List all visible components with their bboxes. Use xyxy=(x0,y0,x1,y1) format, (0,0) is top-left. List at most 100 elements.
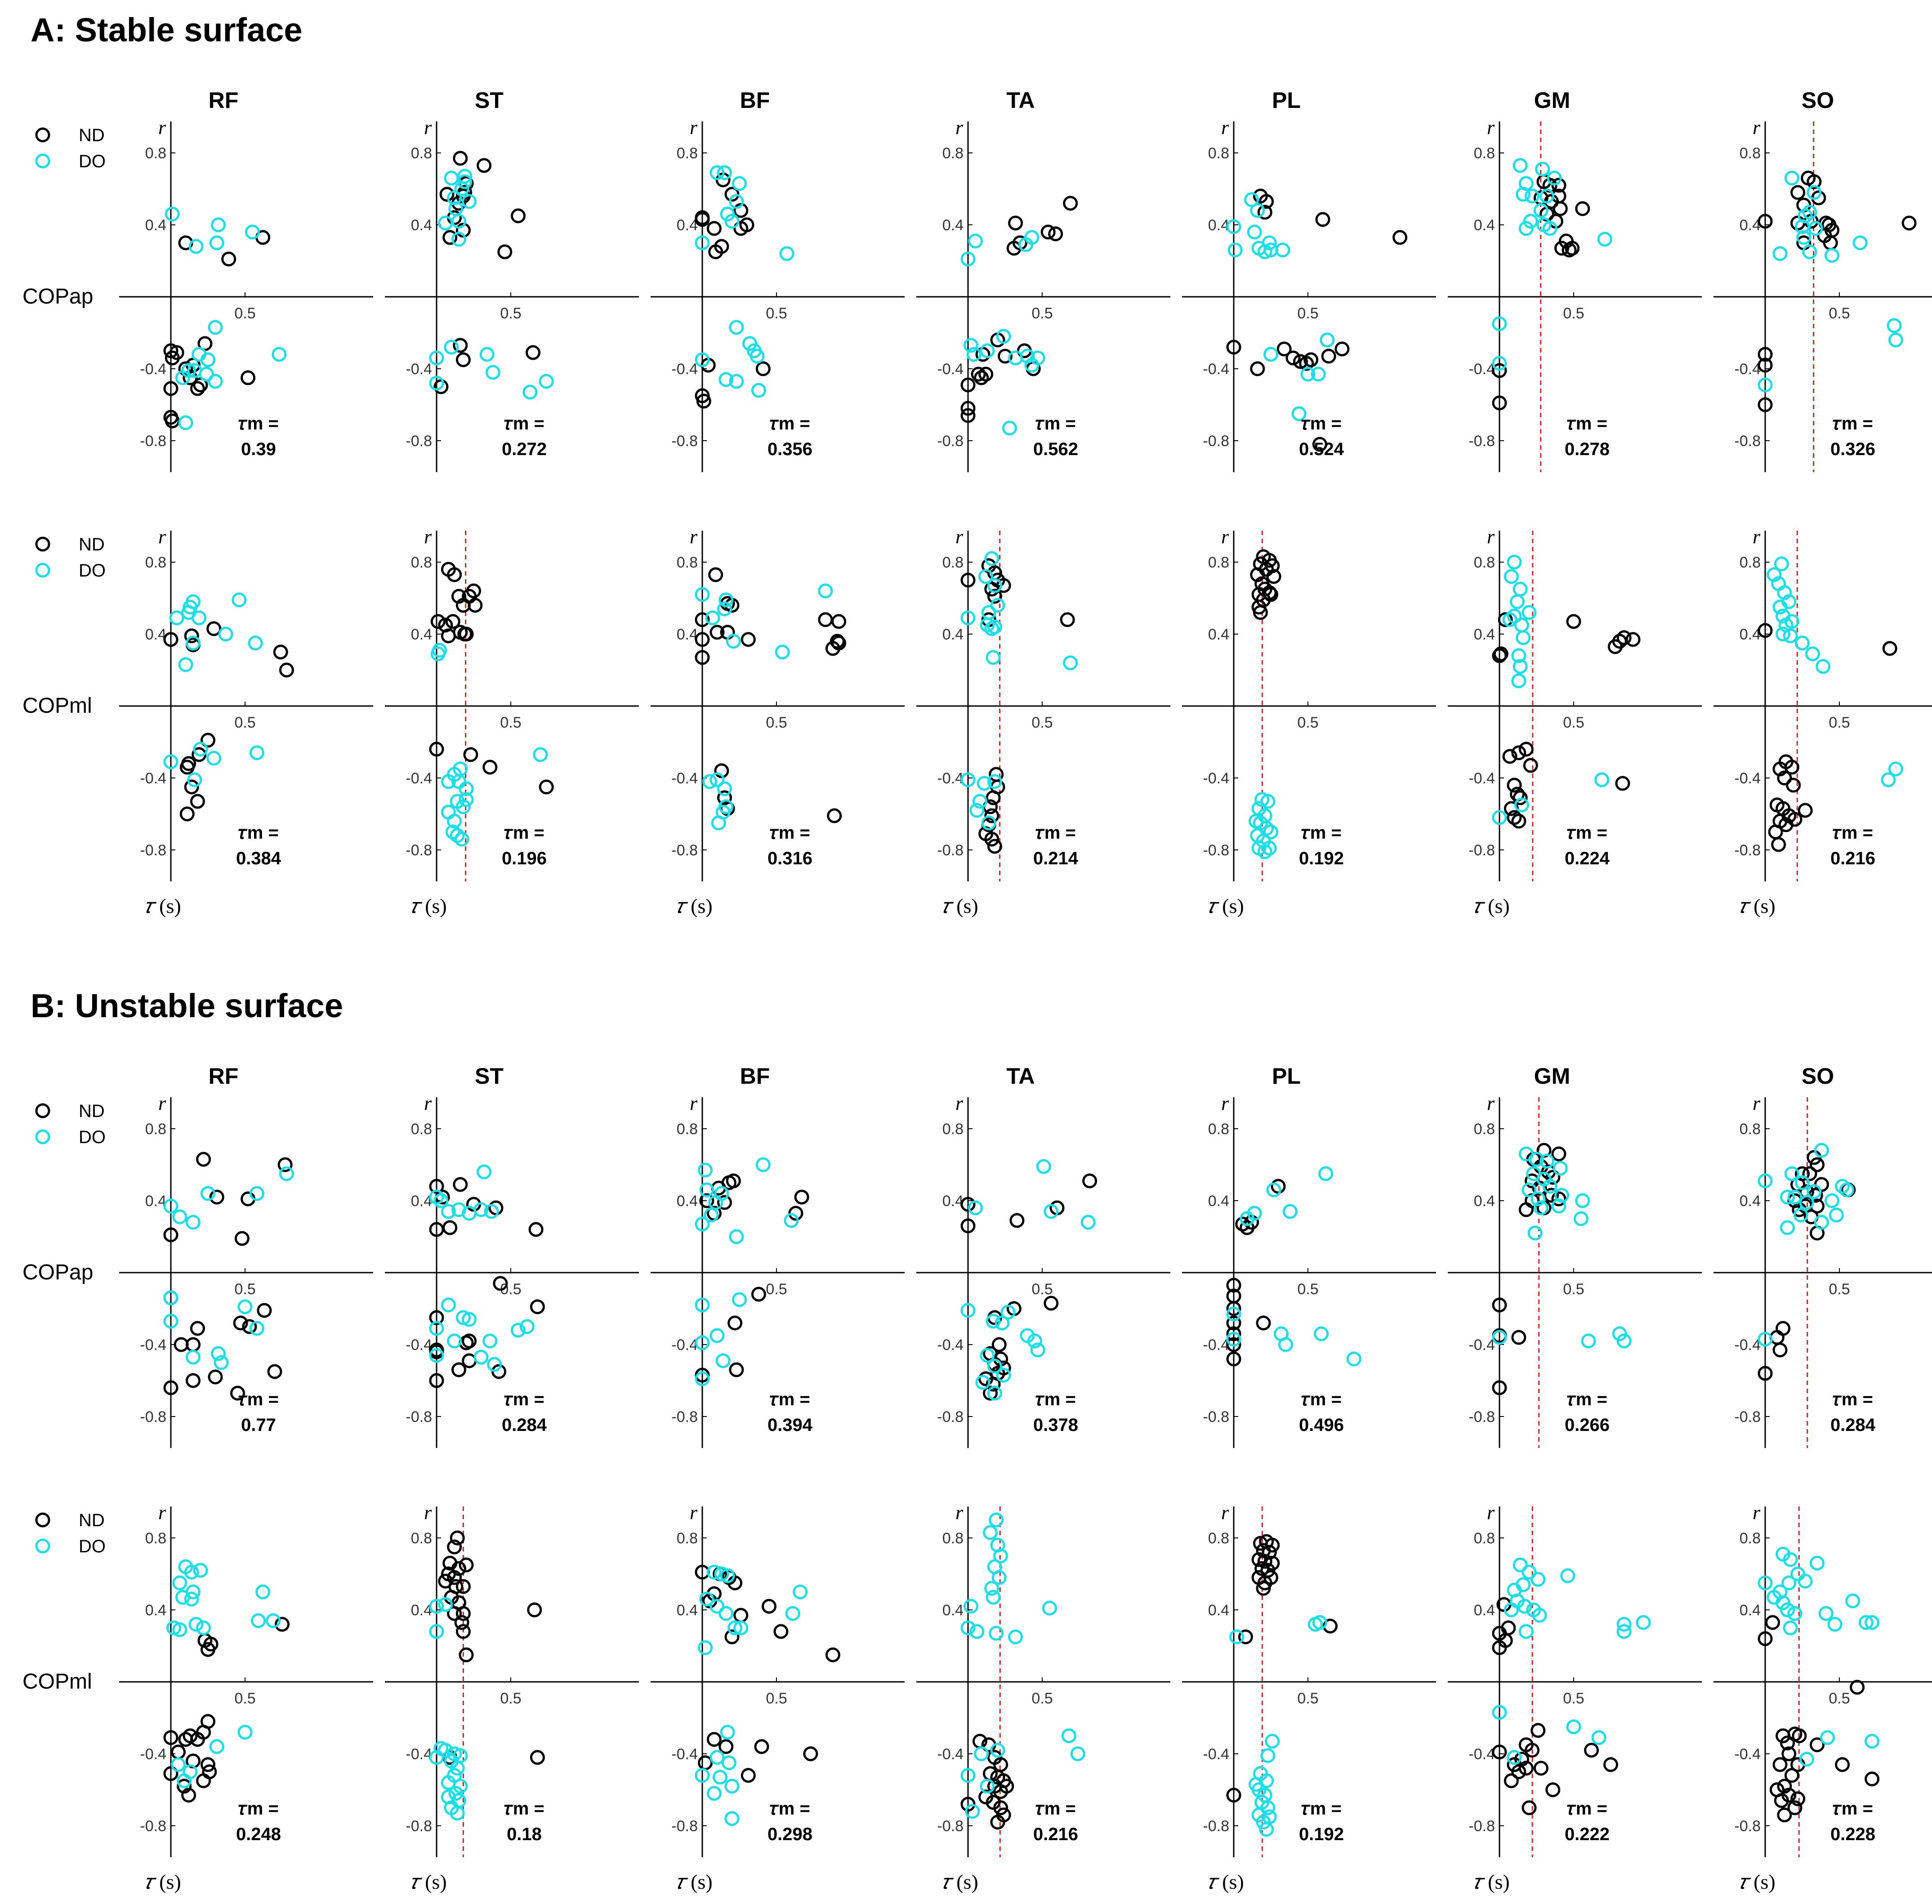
do-marker xyxy=(1511,648,1526,663)
y-tick-label: 0.8 xyxy=(1740,554,1761,571)
do-marker xyxy=(447,1333,462,1349)
do-marker xyxy=(206,751,222,766)
do-marker xyxy=(1318,1166,1334,1181)
y-tick-label: 0.4 xyxy=(145,217,166,234)
nd-marker xyxy=(1758,1366,1773,1381)
nd-marker xyxy=(986,1377,1001,1392)
nd-marker xyxy=(1771,837,1786,852)
y-axis-symbol: r xyxy=(1753,1092,1761,1114)
y-tick-label: -0.8 xyxy=(140,433,166,450)
panels-grid: COPap RF r 0.8 0.4 -0.4 -0.8 0.5 𝜏m = 0.39 ND DO ST r… xyxy=(22,88,1932,1893)
do-marker xyxy=(964,1599,979,1614)
tau-m-label: 𝜏m = xyxy=(1301,1799,1342,1819)
do-marker xyxy=(1816,659,1831,674)
do-marker xyxy=(1260,1800,1276,1815)
y-tick-label: 0.8 xyxy=(145,1530,166,1547)
nd-marker xyxy=(451,1362,466,1377)
panel-title-bf: BF xyxy=(740,1064,770,1089)
nd-marker xyxy=(1835,1757,1850,1772)
nd-marker xyxy=(1226,1301,1241,1316)
y-tick-label: -0.8 xyxy=(671,1408,698,1426)
nd-marker xyxy=(960,377,976,393)
do-marker xyxy=(1581,1333,1596,1349)
do-marker xyxy=(255,1584,271,1600)
nd-marker xyxy=(459,626,474,642)
nd-marker xyxy=(445,614,460,629)
do-marker xyxy=(751,383,766,398)
y-tick-label: 0.4 xyxy=(677,626,698,643)
do-marker xyxy=(1523,214,1538,229)
do-marker xyxy=(1888,761,1903,777)
nd-marker xyxy=(773,1624,789,1639)
do-marker xyxy=(1291,406,1307,421)
tau-m-label: 𝜏m = xyxy=(1567,1799,1607,1819)
y-tick-label: -0.8 xyxy=(1468,1818,1495,1835)
do-marker xyxy=(977,776,992,791)
do-marker xyxy=(1807,1184,1822,1199)
do-marker xyxy=(455,799,471,814)
do-marker xyxy=(695,587,710,602)
tau-m-value: 0.378 xyxy=(1033,1415,1078,1435)
do-marker xyxy=(450,1761,465,1776)
y-axis-symbol: r xyxy=(158,1502,166,1524)
nd-marker xyxy=(201,733,215,748)
do-marker xyxy=(188,1617,204,1632)
do-marker xyxy=(249,1186,264,1201)
x-tick-label: 0.5 xyxy=(1297,1281,1318,1298)
nd-marker xyxy=(163,381,178,396)
nd-marker xyxy=(993,1784,1008,1799)
do-marker xyxy=(983,1525,998,1540)
do-marker xyxy=(987,578,1002,593)
do-marker xyxy=(1553,1161,1568,1176)
y-tick-label: 0.8 xyxy=(145,145,166,162)
do-marker xyxy=(974,1746,989,1761)
do-marker xyxy=(715,1353,731,1368)
legend-nd-label: ND xyxy=(79,1511,105,1530)
nd-marker xyxy=(1562,242,1577,258)
tau-m-value: 0.266 xyxy=(1565,1415,1610,1435)
nd-marker xyxy=(454,1615,469,1630)
nd-marker xyxy=(1792,1728,1807,1743)
nd-marker xyxy=(163,343,178,358)
tau-m-value: 0.284 xyxy=(502,1415,547,1435)
nd-marker xyxy=(466,583,481,599)
tau-m-label: 𝜏m = xyxy=(1833,1390,1873,1409)
nd-marker xyxy=(1798,803,1813,818)
y-tick-label: -0.4 xyxy=(140,361,166,378)
panel-b-copml-bf: r 0.8 0.4 -0.4 -0.8 0.5 𝜏m = 0.298 𝜏 (s) xyxy=(651,1502,905,1893)
y-tick-label: 0.8 xyxy=(1208,145,1229,162)
do-marker xyxy=(1820,1730,1835,1745)
do-marker xyxy=(433,1193,449,1208)
nd-marker xyxy=(978,366,994,382)
y-tick-label: -0.4 xyxy=(1203,361,1229,378)
nd-marker xyxy=(453,1177,468,1192)
do-marker xyxy=(1247,224,1262,240)
do-marker xyxy=(1516,630,1531,645)
do-marker xyxy=(793,1584,808,1600)
nd-marker xyxy=(1551,178,1566,193)
do-marker xyxy=(462,1312,477,1327)
tau-m-label: 𝜏m = xyxy=(1301,414,1342,434)
do-marker xyxy=(192,347,207,362)
do-marker xyxy=(451,214,466,229)
y-tick-label: 0.4 xyxy=(1208,1602,1229,1619)
tau-m-label: 𝜏m = xyxy=(1035,414,1076,434)
tau-m-value: 0.248 xyxy=(236,1824,281,1844)
nd-marker xyxy=(163,1380,178,1395)
y-tick-label: 0.4 xyxy=(677,217,698,234)
tau-m-label: 𝜏m = xyxy=(504,823,544,843)
do-marker xyxy=(724,214,740,229)
do-marker xyxy=(1517,1599,1532,1614)
y-tick-label: -0.4 xyxy=(1734,1746,1761,1763)
do-marker xyxy=(1266,1182,1281,1198)
do-marker xyxy=(1881,772,1896,787)
do-marker xyxy=(487,1357,502,1372)
panel-a-copap-so: SO r 0.8 0.4 -0.4 -0.8 0.5 𝜏m = 0.326 xyxy=(1713,88,1932,472)
x-tick-label: 0.5 xyxy=(1031,714,1053,731)
do-marker xyxy=(695,1371,710,1386)
nd-marker xyxy=(257,1303,272,1318)
do-marker xyxy=(1839,1182,1854,1198)
do-marker xyxy=(724,1811,740,1826)
legend-do-label: DO xyxy=(79,1127,106,1147)
y-axis-symbol: r xyxy=(955,1092,964,1114)
